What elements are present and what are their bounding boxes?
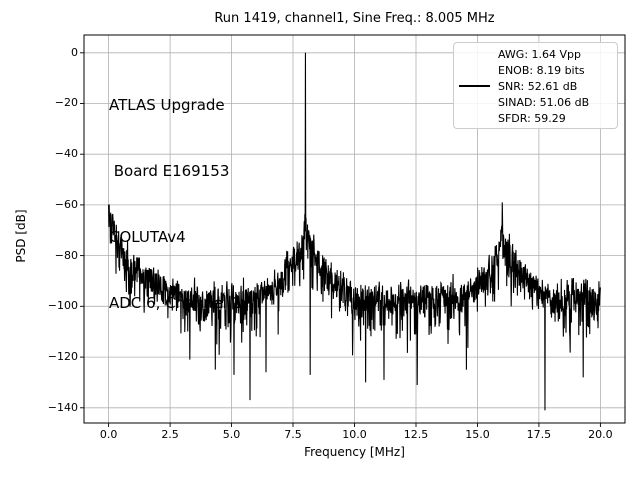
legend-swatch-empty <box>454 63 498 79</box>
y-tick-label: −20 <box>54 96 78 110</box>
annotation-line: ATLAS Upgrade <box>109 96 225 114</box>
y-tick-label: −120 <box>47 350 78 364</box>
legend-label: ENOB: 8.19 bits <box>498 64 585 78</box>
legend-label: SNR: 52.61 dB <box>498 79 578 93</box>
x-tick-label: 0.0 <box>99 428 118 441</box>
legend-entry-sfdr: SFDR: 59.29 <box>454 110 617 126</box>
legend-swatch-empty <box>454 94 498 110</box>
annotation-line: COLUTAv4 <box>109 228 186 246</box>
y-tick-label: −60 <box>54 197 78 211</box>
annotation-block: ATLAS Upgrade Board E169153 COLUTAv4 ADC… <box>109 50 241 358</box>
x-tick-label: 12.5 <box>403 428 429 441</box>
legend-label: SFDR: 59.29 <box>498 111 566 125</box>
y-tick-label: −140 <box>47 400 78 414</box>
x-tick-label: 5.0 <box>222 428 241 441</box>
legend-entry-awg: AWG: 1.64 Vpp <box>454 47 617 63</box>
x-tick-label: 15.0 <box>465 428 490 441</box>
legend-label: SINAD: 51.06 dB <box>498 95 590 109</box>
x-tick-label: 20.0 <box>588 428 613 441</box>
chart-title: Run 1419, channel1, Sine Freq.: 8.005 MH… <box>214 11 495 26</box>
legend-entry-enob: ENOB: 8.19 bits <box>454 63 617 79</box>
legend-label: AWG: 1.64 Vpp <box>498 48 582 62</box>
x-axis-title: Frequency [MHz] <box>304 445 405 459</box>
annotation-line: Board E169153 <box>109 162 230 180</box>
annotation-line: ADC 6, Channel 1 <box>109 294 242 312</box>
x-tick-label: 17.5 <box>526 428 552 441</box>
legend-entry-sinad: SINAD: 51.06 dB <box>454 94 617 110</box>
y-tick-label: −80 <box>54 248 78 262</box>
y-tick-label: −40 <box>54 147 78 161</box>
spectrum-trace <box>108 52 601 411</box>
legend-swatch-empty <box>454 110 498 126</box>
legend-entry-snr: SNR: 52.61 dB <box>454 79 617 95</box>
y-tick-label: 0 <box>71 45 78 59</box>
x-tick-label: 2.5 <box>161 428 179 441</box>
y-tick-label: −100 <box>47 299 78 313</box>
legend-swatch-empty <box>454 47 498 63</box>
x-tick-label: 10.0 <box>342 428 367 441</box>
legend-line-swatch <box>454 79 498 95</box>
x-tick-label: 7.5 <box>284 428 302 441</box>
legend-box: AWG: 1.64 Vpp ENOB: 8.19 bits SNR: 52.61… <box>453 42 618 129</box>
